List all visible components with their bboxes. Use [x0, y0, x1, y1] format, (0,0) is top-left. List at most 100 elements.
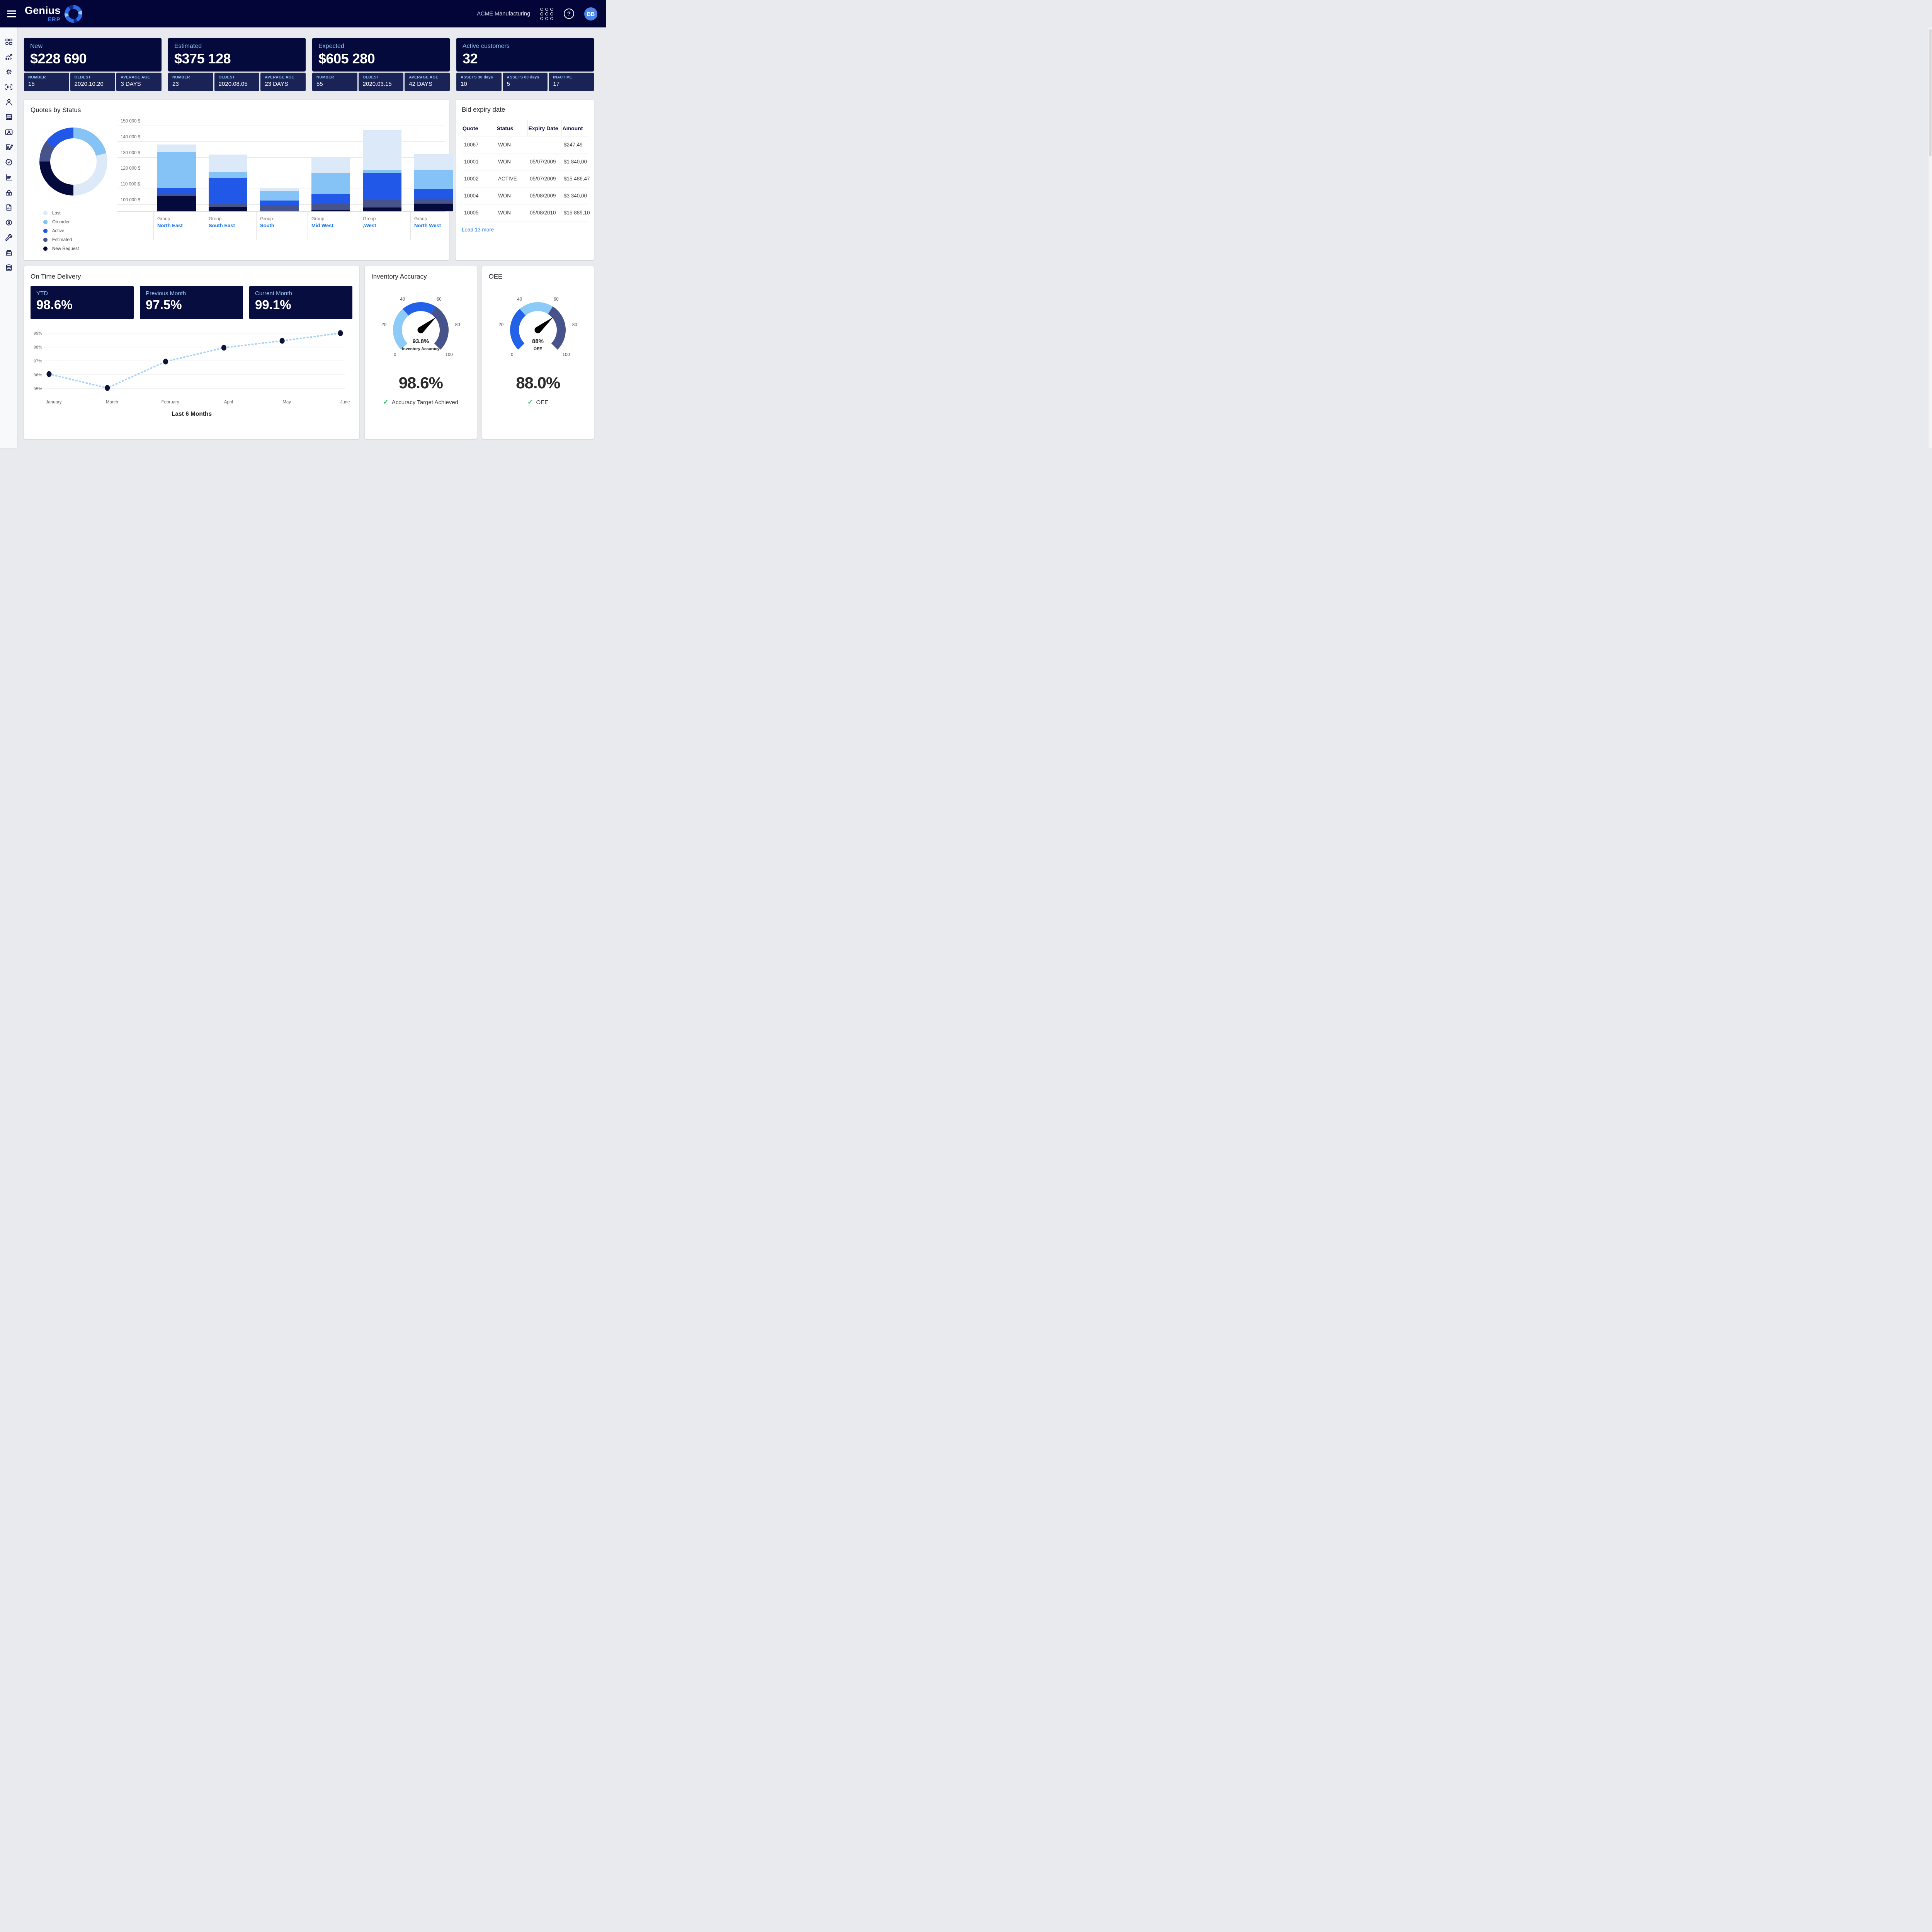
group-name-link[interactable]: South	[260, 223, 274, 228]
kpi-stat[interactable]: OLDEST 2020.10.20	[70, 73, 116, 91]
documents-chart-icon[interactable]	[2, 200, 16, 215]
kpi-card-new-main[interactable]: New $228 690	[24, 38, 162, 71]
bar-segment	[414, 189, 453, 199]
kpi-stat[interactable]: ASSETS 30 days 10	[456, 73, 502, 91]
quotes-by-group-bar-chart[interactable]: 100 000 $ 110 000 $ 120 000 $ 130 000 $ 140 …	[117, 119, 453, 242]
store-icon[interactable]	[2, 109, 16, 124]
scrollbar-thumb[interactable]	[1929, 29, 1932, 156]
svg-text:June: June	[340, 400, 350, 405]
otd-kpi-previous-month[interactable]: Previous Month 97.5%	[140, 286, 243, 319]
kpi-stat[interactable]: AVERAGE AGE 42 DAYS	[405, 73, 450, 91]
kpi-stat-label: AVERAGE AGE	[409, 75, 439, 80]
kpi-stat[interactable]: OLDEST 2020.08.05	[214, 73, 260, 91]
inventory-big-value: 98.6%	[398, 374, 443, 392]
payroll-icon[interactable]	[2, 185, 16, 200]
barcode-scan-icon[interactable]	[2, 79, 16, 94]
table-header-row: Quote Status Expiry Date Amount	[462, 120, 588, 136]
help-icon[interactable]: ?	[564, 9, 574, 19]
group-name-link[interactable]: Mid West	[311, 223, 333, 228]
kpi-card-estimated-main[interactable]: Estimated $375 128	[168, 38, 306, 71]
kpi-stat-value: 23 DAYS	[265, 81, 288, 87]
sales-analysis-icon[interactable]	[2, 49, 16, 64]
line-chart-caption: Last 6 Months	[171, 411, 212, 417]
customers-icon[interactable]	[2, 94, 16, 109]
bar-segment	[414, 199, 453, 204]
group-name-link[interactable]: North East	[157, 223, 183, 228]
bar-segment	[311, 203, 350, 210]
kpi-stat[interactable]: ASSETS 60 days 5	[502, 73, 548, 91]
table-row[interactable]: 10001 WON 05/07/2009 $1 840,00	[462, 153, 588, 170]
bar-segment	[157, 145, 196, 153]
svg-text:100: 100	[445, 353, 452, 357]
bar-segment	[363, 173, 401, 200]
service-wrench-icon[interactable]	[2, 230, 16, 245]
kpi-stat-value: 3 DAYS	[121, 81, 141, 87]
col-header-expiry[interactable]: Expiry Date	[527, 120, 562, 136]
reports-icon[interactable]	[2, 170, 16, 185]
employee-card-icon[interactable]	[2, 124, 16, 139]
quotes-card-title: Quotes by Status	[31, 106, 81, 114]
col-header-status[interactable]: Status	[496, 120, 528, 136]
svg-text:88%: 88%	[532, 338, 544, 345]
group-name-link[interactable]: South East	[209, 223, 235, 228]
svg-text:May: May	[282, 400, 291, 405]
assets-archive-icon[interactable]	[2, 245, 16, 260]
table-row[interactable]: 10004 WON 05/08/2009 $3 340,00	[462, 187, 588, 204]
bid-card-title: Bid expiry date	[462, 106, 505, 113]
quotes-status-donut-chart[interactable]	[39, 128, 107, 196]
settings-gear-icon[interactable]	[2, 64, 16, 79]
kpi-stat[interactable]: NUMBER 55	[312, 73, 357, 91]
cell-status: WON	[496, 153, 527, 170]
quotes-doc-icon[interactable]	[2, 139, 16, 155]
table-row[interactable]: 10002 ACTIVE 05/07/2009 $15 486,47	[462, 170, 590, 187]
oee-gauge[interactable]: 0 20 40 60 80 100 88% OEE	[493, 289, 582, 367]
cell-expiry: 05/08/2010	[527, 204, 561, 221]
dashboard-icon[interactable]	[2, 34, 16, 49]
bar-segment	[260, 205, 299, 211]
group-label: Group ,West	[363, 216, 376, 228]
machinery-gear-icon[interactable]	[2, 215, 16, 230]
stacked-bar	[363, 122, 401, 211]
col-header-quote[interactable]: Quote	[462, 120, 496, 136]
stacked-bar	[311, 122, 350, 211]
kpi-stat-label: OLDEST	[218, 75, 235, 80]
cell-amount: $15 889,10	[561, 204, 590, 221]
table-row[interactable]: 10067 WON $247,49	[462, 136, 588, 153]
load-more-link[interactable]: Load 13 more	[462, 227, 494, 233]
kpi-stat[interactable]: INACTIVE 17	[549, 73, 594, 91]
kpi-stat[interactable]: AVERAGE AGE 3 DAYS	[116, 73, 162, 91]
cell-quote: 10004	[462, 187, 496, 204]
bar-segment	[363, 207, 401, 211]
brand-suffix: ERP	[47, 16, 61, 23]
otd-kpi-current-month[interactable]: Current Month 99.1%	[249, 286, 352, 319]
inventory-accuracy-gauge[interactable]: 0 20 40 60 80 100 93.8% Inventory Accuracy	[376, 289, 465, 367]
bar-segment	[363, 129, 401, 170]
kpi-title: New	[30, 43, 43, 49]
svg-text:0: 0	[511, 353, 513, 357]
oee-card-title: OEE	[488, 273, 503, 280]
kpi-value: $228 690	[30, 51, 87, 66]
hamburger-menu-icon[interactable]	[7, 10, 16, 17]
table-row[interactable]: 10005 WON 05/08/2010 $15 889,10	[462, 204, 590, 221]
avatar[interactable]: BB	[584, 7, 597, 20]
apps-grid-icon[interactable]	[540, 7, 554, 20]
kpi-card-new: New $228 690 NUMBER 15 OLDEST 2020.10.20 A…	[24, 38, 162, 91]
group-name-link[interactable]: ,West	[363, 223, 376, 228]
kpi-stat[interactable]: AVERAGE AGE 23 DAYS	[260, 73, 306, 91]
otd-kpi-ytd[interactable]: YTD 98.6%	[31, 286, 134, 319]
kpi-stat[interactable]: NUMBER 23	[168, 73, 213, 91]
kpi-stat[interactable]: NUMBER 15	[24, 73, 69, 91]
cell-quote: 10001	[462, 153, 496, 170]
otd-line-chart[interactable]: 99% 98% 97% 96% 95% January March February April…	[31, 325, 353, 408]
col-header-amount[interactable]: Amount	[561, 120, 588, 136]
y-axis-tick-label: 150 000 $	[121, 119, 141, 124]
quality-badge-icon[interactable]	[2, 155, 16, 170]
group-name-link[interactable]: North West	[414, 223, 441, 228]
kpi-card-expected-main[interactable]: Expected $605 280	[312, 38, 450, 71]
kpi-card-active-customers-main[interactable]: Active customers 32	[456, 38, 594, 71]
database-icon[interactable]	[2, 260, 16, 275]
svg-text:80: 80	[455, 323, 460, 327]
kpi-stat[interactable]: OLDEST 2020.03.15	[358, 73, 404, 91]
page-scrollbar[interactable]	[1929, 27, 1932, 448]
bar-segment	[311, 209, 350, 211]
